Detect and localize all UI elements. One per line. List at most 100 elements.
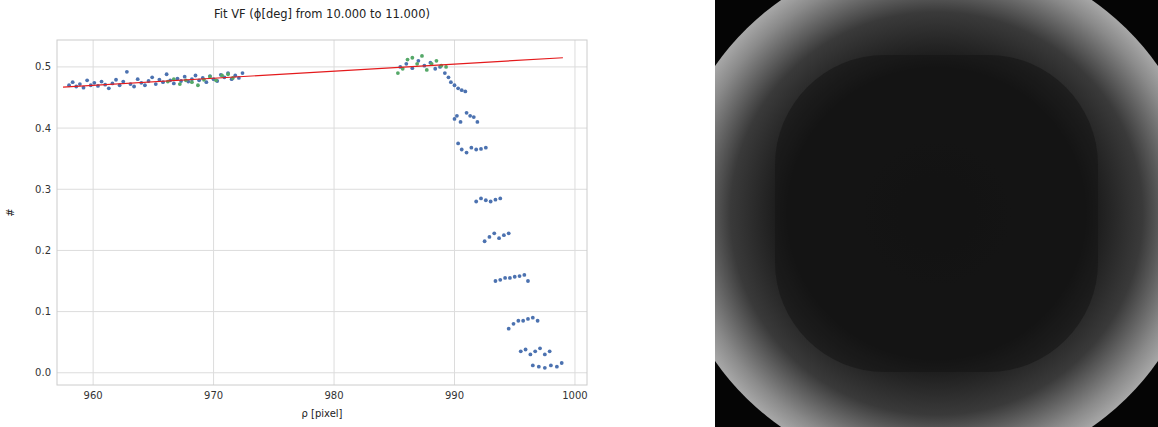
point <box>521 319 525 323</box>
fit-line <box>63 58 563 87</box>
point <box>150 75 154 79</box>
point <box>125 70 129 74</box>
point <box>241 71 245 75</box>
tick-label: 0.0 <box>35 367 51 378</box>
point <box>497 236 501 240</box>
grid-line <box>57 311 587 312</box>
point <box>524 348 528 352</box>
point <box>406 58 410 62</box>
point <box>474 148 478 152</box>
tick-label: 0.5 <box>35 61 51 72</box>
tick-label: 970 <box>204 390 223 401</box>
point <box>469 146 473 150</box>
point <box>453 117 457 121</box>
point <box>444 65 448 69</box>
tick-label: 980 <box>324 390 343 401</box>
point <box>208 74 212 78</box>
point <box>214 78 218 82</box>
grid-line <box>57 66 587 67</box>
page: 96097098099010000.00.10.20.30.40.5Fit VF… <box>0 0 1158 427</box>
point <box>420 54 424 58</box>
grid-line <box>93 40 94 385</box>
point <box>132 85 136 89</box>
grid-line <box>574 40 575 385</box>
tick-label: 960 <box>84 390 103 401</box>
point <box>85 78 89 82</box>
point <box>479 197 483 201</box>
point <box>114 78 118 82</box>
point <box>498 278 502 282</box>
point <box>136 77 140 81</box>
point <box>494 279 498 283</box>
image-dark-core <box>775 55 1098 372</box>
point <box>472 115 476 119</box>
point <box>220 74 224 78</box>
point <box>456 141 460 145</box>
tick-label: 1000 <box>562 390 587 401</box>
point <box>456 86 460 90</box>
point <box>512 322 516 326</box>
point <box>143 83 147 87</box>
point <box>531 316 535 320</box>
point <box>460 148 464 152</box>
image-field <box>715 0 1158 427</box>
point <box>484 198 488 202</box>
point <box>459 120 463 124</box>
point <box>190 80 194 84</box>
point <box>165 72 169 76</box>
point <box>498 197 502 201</box>
point <box>78 82 82 86</box>
point <box>522 273 526 277</box>
grid-line <box>454 40 455 385</box>
point <box>172 82 176 86</box>
point <box>507 231 511 235</box>
point <box>226 72 230 76</box>
point <box>455 114 459 118</box>
point <box>92 81 96 85</box>
tick-label: 0.2 <box>35 245 51 256</box>
tick-label: 990 <box>445 390 464 401</box>
point <box>410 56 414 60</box>
plot-area <box>57 40 587 385</box>
point <box>484 146 488 150</box>
point <box>549 364 553 368</box>
point <box>531 364 535 368</box>
point <box>443 71 447 75</box>
point <box>533 349 537 353</box>
point <box>483 239 487 243</box>
point <box>396 71 400 75</box>
point <box>536 319 540 323</box>
point <box>503 276 507 280</box>
point <box>518 274 522 278</box>
point <box>479 147 483 151</box>
point <box>433 67 437 71</box>
point <box>513 275 517 279</box>
point <box>519 349 523 353</box>
point <box>475 120 479 124</box>
grid-line <box>57 128 587 129</box>
point <box>449 80 453 84</box>
point <box>465 111 469 115</box>
point <box>555 365 559 369</box>
point <box>526 317 530 321</box>
point <box>489 200 493 204</box>
title: Fit VF (ϕ[deg] from 10.000 to 11.000) <box>214 7 430 21</box>
point <box>516 319 520 323</box>
frame <box>57 40 587 385</box>
point <box>560 361 564 365</box>
point <box>526 279 530 283</box>
grid-line <box>57 189 587 190</box>
x-axis-title: ρ [pixel] <box>302 408 343 419</box>
point <box>465 151 469 155</box>
point <box>447 75 451 79</box>
point <box>404 62 408 66</box>
point <box>194 74 198 78</box>
point <box>507 327 511 331</box>
point <box>468 114 472 118</box>
point <box>196 83 200 87</box>
tick-label: 0.4 <box>35 123 51 134</box>
point <box>435 59 439 63</box>
point <box>474 200 478 204</box>
grid-line <box>57 250 587 251</box>
point <box>528 353 532 357</box>
